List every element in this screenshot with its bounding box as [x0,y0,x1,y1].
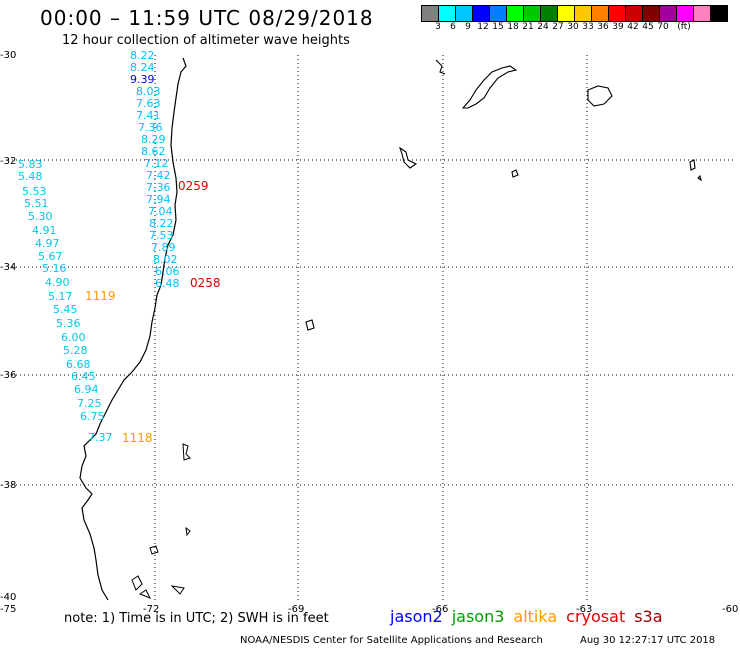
map-subtitle: 12 hour collection of altimeter wave hei… [62,33,350,48]
wave-height-label: 5.48 [18,170,43,183]
wave-height-label: 5.67 [38,250,63,263]
pass-time-label: 1119 [85,289,116,303]
footer-credit: NOAA/NESDIS Center for Satellite Applica… [240,635,543,646]
legend-entry: jason2 [390,607,443,626]
color-scale-tick: 45 [642,22,654,32]
latitude-label: -38 [0,480,16,491]
wave-height-label: 6.68 [66,358,91,371]
legend-entry: altika [513,607,558,626]
wave-height-label: 7.36 [138,121,163,134]
longitude-label: -72 [143,604,159,615]
latitude-label: -36 [0,370,16,381]
pass-time-label: 0258 [190,276,221,290]
legend-entry: cryosat [566,607,626,626]
color-scale-tick: 42 [627,22,639,32]
color-scale-tick: 18 [507,22,519,32]
wave-height-label: 5.51 [24,197,49,210]
color-scale-tick: 9 [465,22,471,32]
coastline-argentina [305,59,702,331]
longitude-label: -60 [722,604,738,615]
color-scale-tick: 15 [492,22,504,32]
color-scale-ticks: 3 6 9 12 15 18 21 24 27 30 33 36 39 42 45 70 (ft) [422,22,740,36]
coastline-chile [79,57,187,601]
longitude-label: -66 [432,604,448,615]
pass-time-label: 0259 [178,179,209,193]
longitude-label: -63 [576,604,592,615]
color-scale-tick: 36 [597,22,609,32]
map-grid [8,55,735,600]
footer-timestamp: Aug 30 12:27:17 UTC 2018 [580,635,716,646]
wave-height-label: 7.25 [77,397,102,410]
latitude-label: -30 [0,50,16,61]
wave-height-label: 9.39 [130,73,155,86]
wave-height-label: 8.02 [153,253,178,266]
longitude-label: -75 [0,604,16,615]
wave-height-label: 5.16 [42,262,67,275]
wave-height-label: 8.62 [141,145,166,158]
color-scale-tick: 33 [582,22,594,32]
wave-height-label: 8.22 [130,49,155,62]
wave-height-label: 7.04 [148,205,173,218]
color-scale-tick: 70 [657,22,669,32]
wave-height-label: 7.63 [136,97,161,110]
wave-height-label: 7.94 [146,193,171,206]
color-scale-tick: 24 [537,22,549,32]
wave-height-label: 5.36 [56,317,81,330]
wave-height-label: 4.90 [45,276,70,289]
wave-height-label: 5.30 [28,210,53,223]
wave-height-label: 7.12 [144,157,169,170]
wave-height-label: 8.22 [149,217,174,230]
color-scale-bar [421,5,728,22]
wave-height-label: 8.24 [130,61,155,74]
wave-height-label: 4.97 [35,237,60,250]
map-title: 00:00 – 11:59 UTC 08/29/2018 [40,6,374,30]
longitude-label: -69 [288,604,304,615]
wave-height-label: 5.28 [63,344,88,357]
wave-height-label: 5.45 [53,303,78,316]
legend-entry: jason3 [451,607,505,626]
wave-height-label: 6.06 [155,265,180,278]
wave-height-label: 7.53 [149,229,174,242]
color-scale-tick: 3 [435,22,441,32]
axis-labels: -30 -32 -34 -36 -38 -40-75 -72 -69 -66 -63 -60 [0,50,738,615]
color-scale-tick: (ft) [677,22,691,32]
wave-height-label: 7.41 [136,109,161,122]
wave-height-label: 5.17 [48,290,73,303]
wave-height-label: 5.53 [22,185,47,198]
wave-height-label: 8.29 [141,133,166,146]
pass-time-label: 1118 [122,431,153,445]
latitude-label: -40 [0,592,16,603]
pass-time-labels: 0259 0258 1119 1118 [85,179,221,445]
map-note: note: 1) Time is in UTC; 2) SWH is in fe… [64,611,329,626]
color-scale-tick: 39 [612,22,624,32]
wave-height-label: 7.89 [151,241,176,254]
satellite-legend: jason2 jason3 altika cryosat s3a [390,607,672,626]
wave-height-label: 7.37 [88,431,113,444]
wave-height-label: 6.94 [74,383,99,396]
wave-height-label: 5.83 [18,158,43,171]
wave-height-label: 8.03 [136,85,161,98]
latitude-label: -32 [0,156,16,167]
latitude-label: -34 [0,262,16,273]
color-swatch [710,5,728,22]
color-scale-tick: 21 [522,22,534,32]
wave-height-labels: 8.228.249.398.037.637.417.368.298.627.12… [18,49,180,444]
wave-height-label: 7.42 [146,169,171,182]
coastal-islands [131,443,191,599]
wave-height-label: 6.48 [155,277,180,290]
color-scale-tick: 12 [477,22,489,32]
color-scale-tick: 6 [450,22,456,32]
color-scale-tick: 30 [567,22,579,32]
wave-height-label: 6.45 [71,370,96,383]
wave-height-label: 6.75 [80,410,105,423]
wave-height-label: 7.36 [146,181,171,194]
wave-height-label: 6.00 [61,331,86,344]
wave-height-label: 4.91 [32,224,57,237]
color-scale-tick: 27 [552,22,564,32]
legend-entry: s3a [634,607,663,626]
